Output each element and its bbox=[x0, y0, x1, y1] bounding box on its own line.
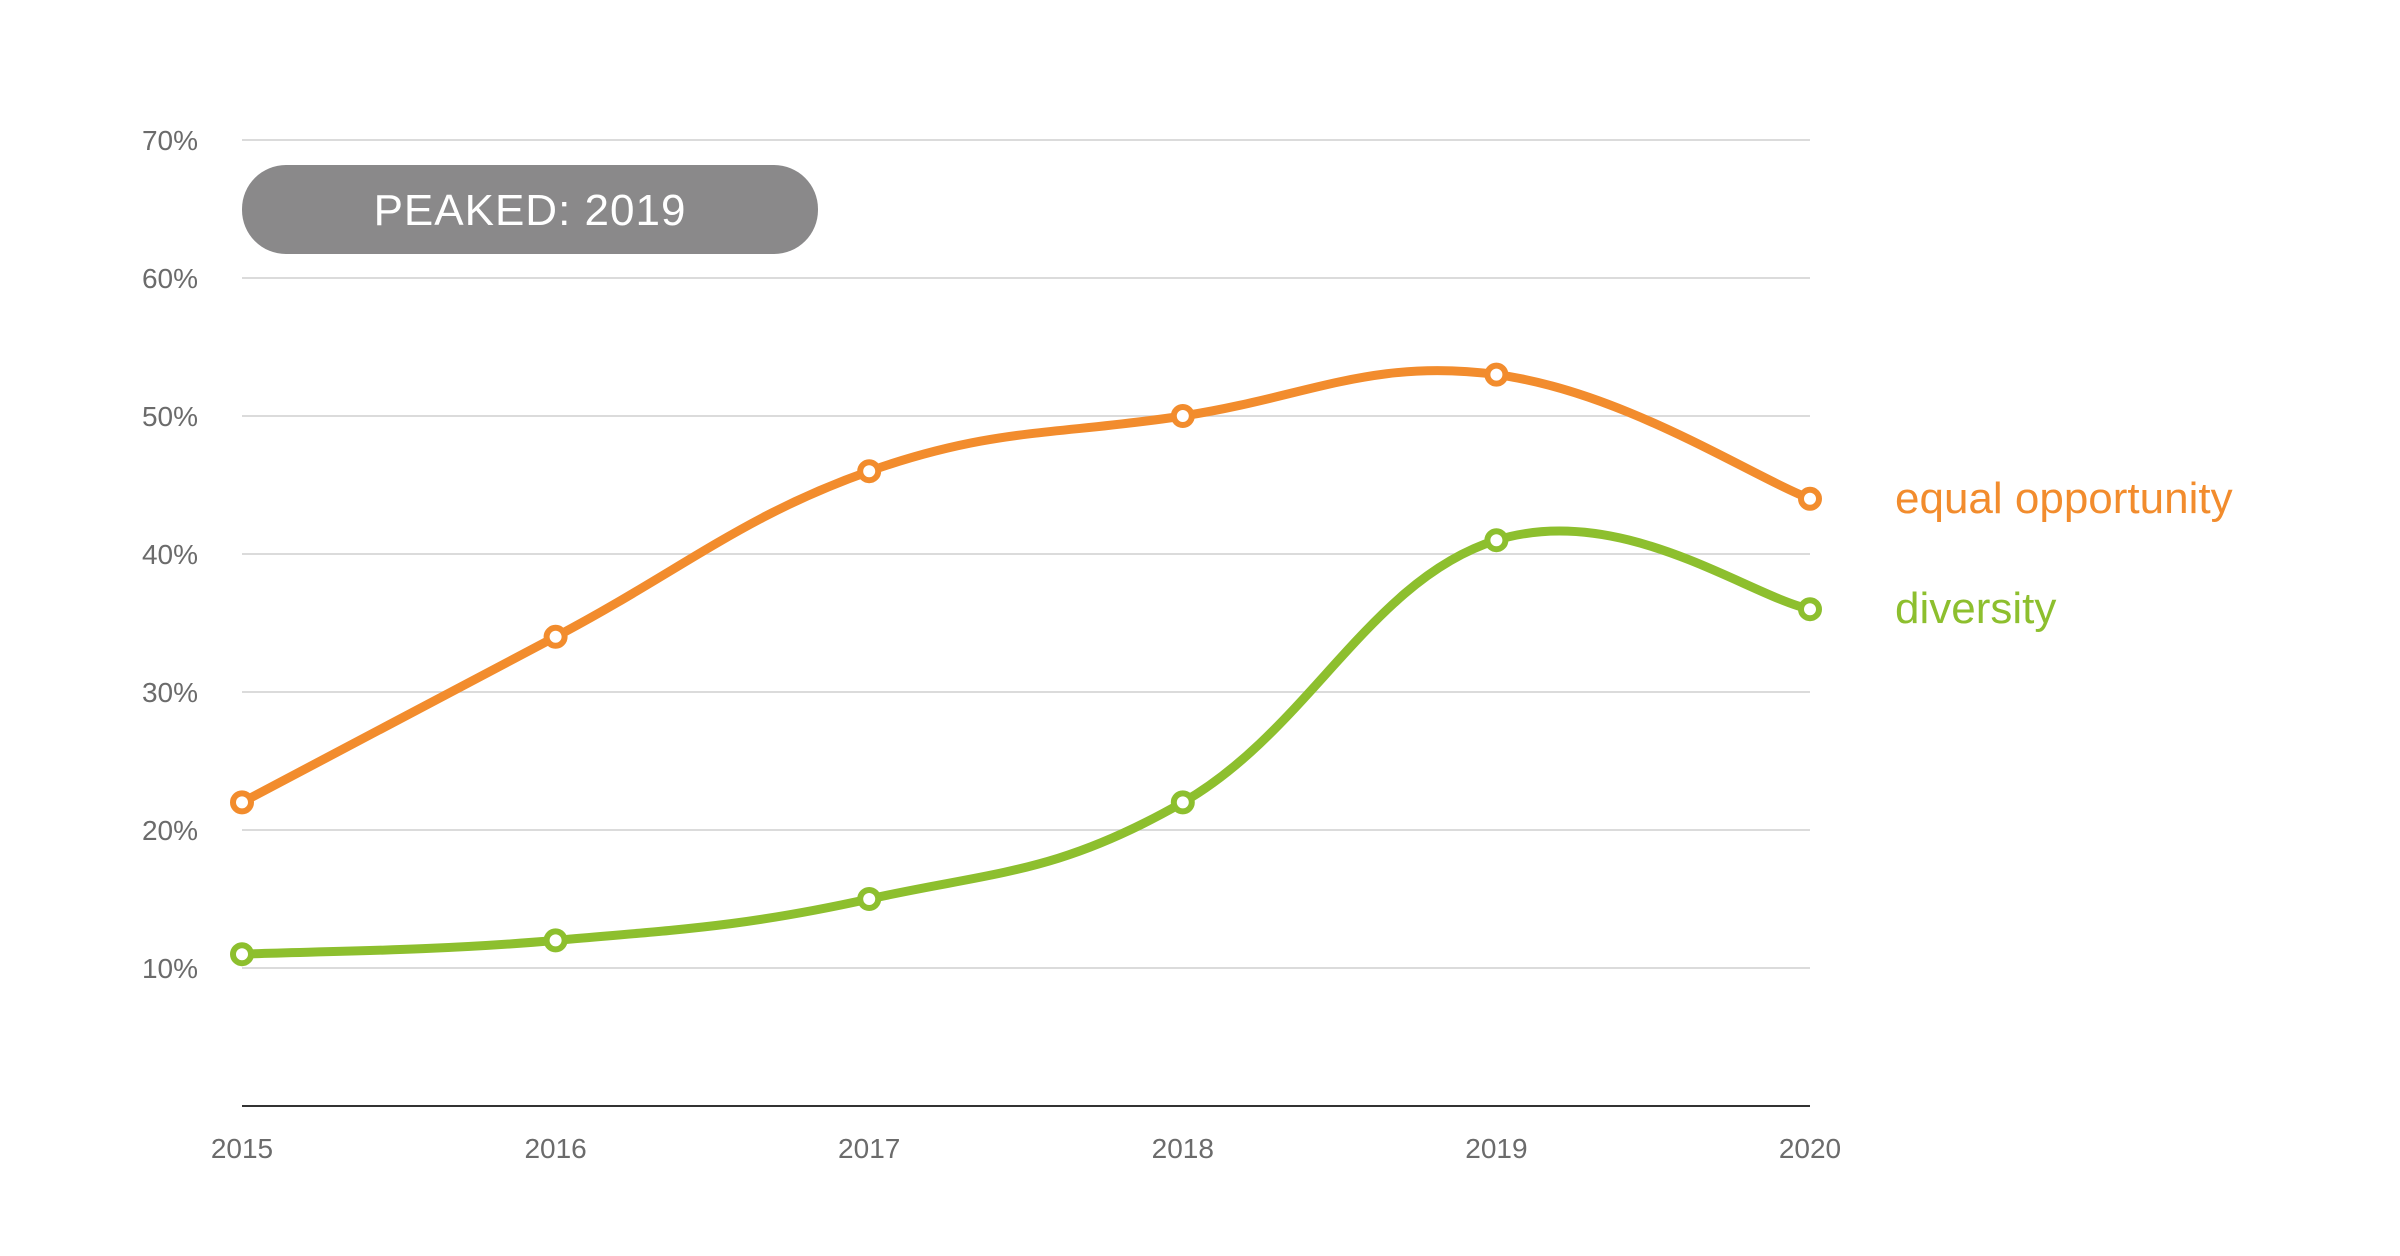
y-tick-label: 60% bbox=[142, 263, 198, 294]
y-tick-label: 40% bbox=[142, 539, 198, 570]
series-lines bbox=[230, 362, 1822, 967]
data-point bbox=[543, 928, 568, 953]
series-line bbox=[237, 366, 1815, 807]
data-point bbox=[1798, 486, 1822, 511]
data-point bbox=[1798, 597, 1822, 622]
y-tick-label: 30% bbox=[142, 677, 198, 708]
x-tick-label: 2015 bbox=[211, 1133, 273, 1164]
series-labels: equal opportunity diversity bbox=[1895, 474, 2233, 633]
y-tick-label: 20% bbox=[142, 815, 198, 846]
y-tick-label: 10% bbox=[142, 953, 198, 984]
series-label: diversity bbox=[1895, 584, 2056, 633]
x-tick-label: 2019 bbox=[1465, 1133, 1527, 1164]
y-tick-label: 70% bbox=[142, 125, 198, 156]
data-point bbox=[230, 942, 254, 967]
annotation-background bbox=[242, 165, 818, 254]
x-axis-ticks: 2015 2016 2017 2018 2019 2020 bbox=[211, 1133, 1841, 1164]
x-tick-label: 2018 bbox=[1152, 1133, 1214, 1164]
x-tick-label: 2017 bbox=[838, 1133, 900, 1164]
peak-annotation-badge: PEAKED: 2019 bbox=[242, 165, 818, 254]
series-label: equal opportunity bbox=[1895, 474, 2233, 523]
grid-lines bbox=[242, 139, 1810, 969]
annotation-text: PEAKED: 2019 bbox=[374, 186, 687, 235]
data-point bbox=[857, 459, 882, 484]
data-point bbox=[1170, 790, 1195, 815]
data-point bbox=[1484, 362, 1509, 387]
x-tick-label: 2020 bbox=[1779, 1133, 1841, 1164]
series-line bbox=[237, 526, 1815, 959]
data-point bbox=[1484, 528, 1509, 553]
data-point bbox=[543, 624, 568, 649]
x-tick-label: 2016 bbox=[524, 1133, 586, 1164]
y-axis-ticks: 10% 20% 30% 40% 50% 60% 70% bbox=[142, 125, 198, 984]
y-tick-label: 50% bbox=[142, 401, 198, 432]
data-point bbox=[1170, 404, 1195, 428]
data-point bbox=[230, 790, 254, 815]
data-point bbox=[857, 887, 882, 911]
